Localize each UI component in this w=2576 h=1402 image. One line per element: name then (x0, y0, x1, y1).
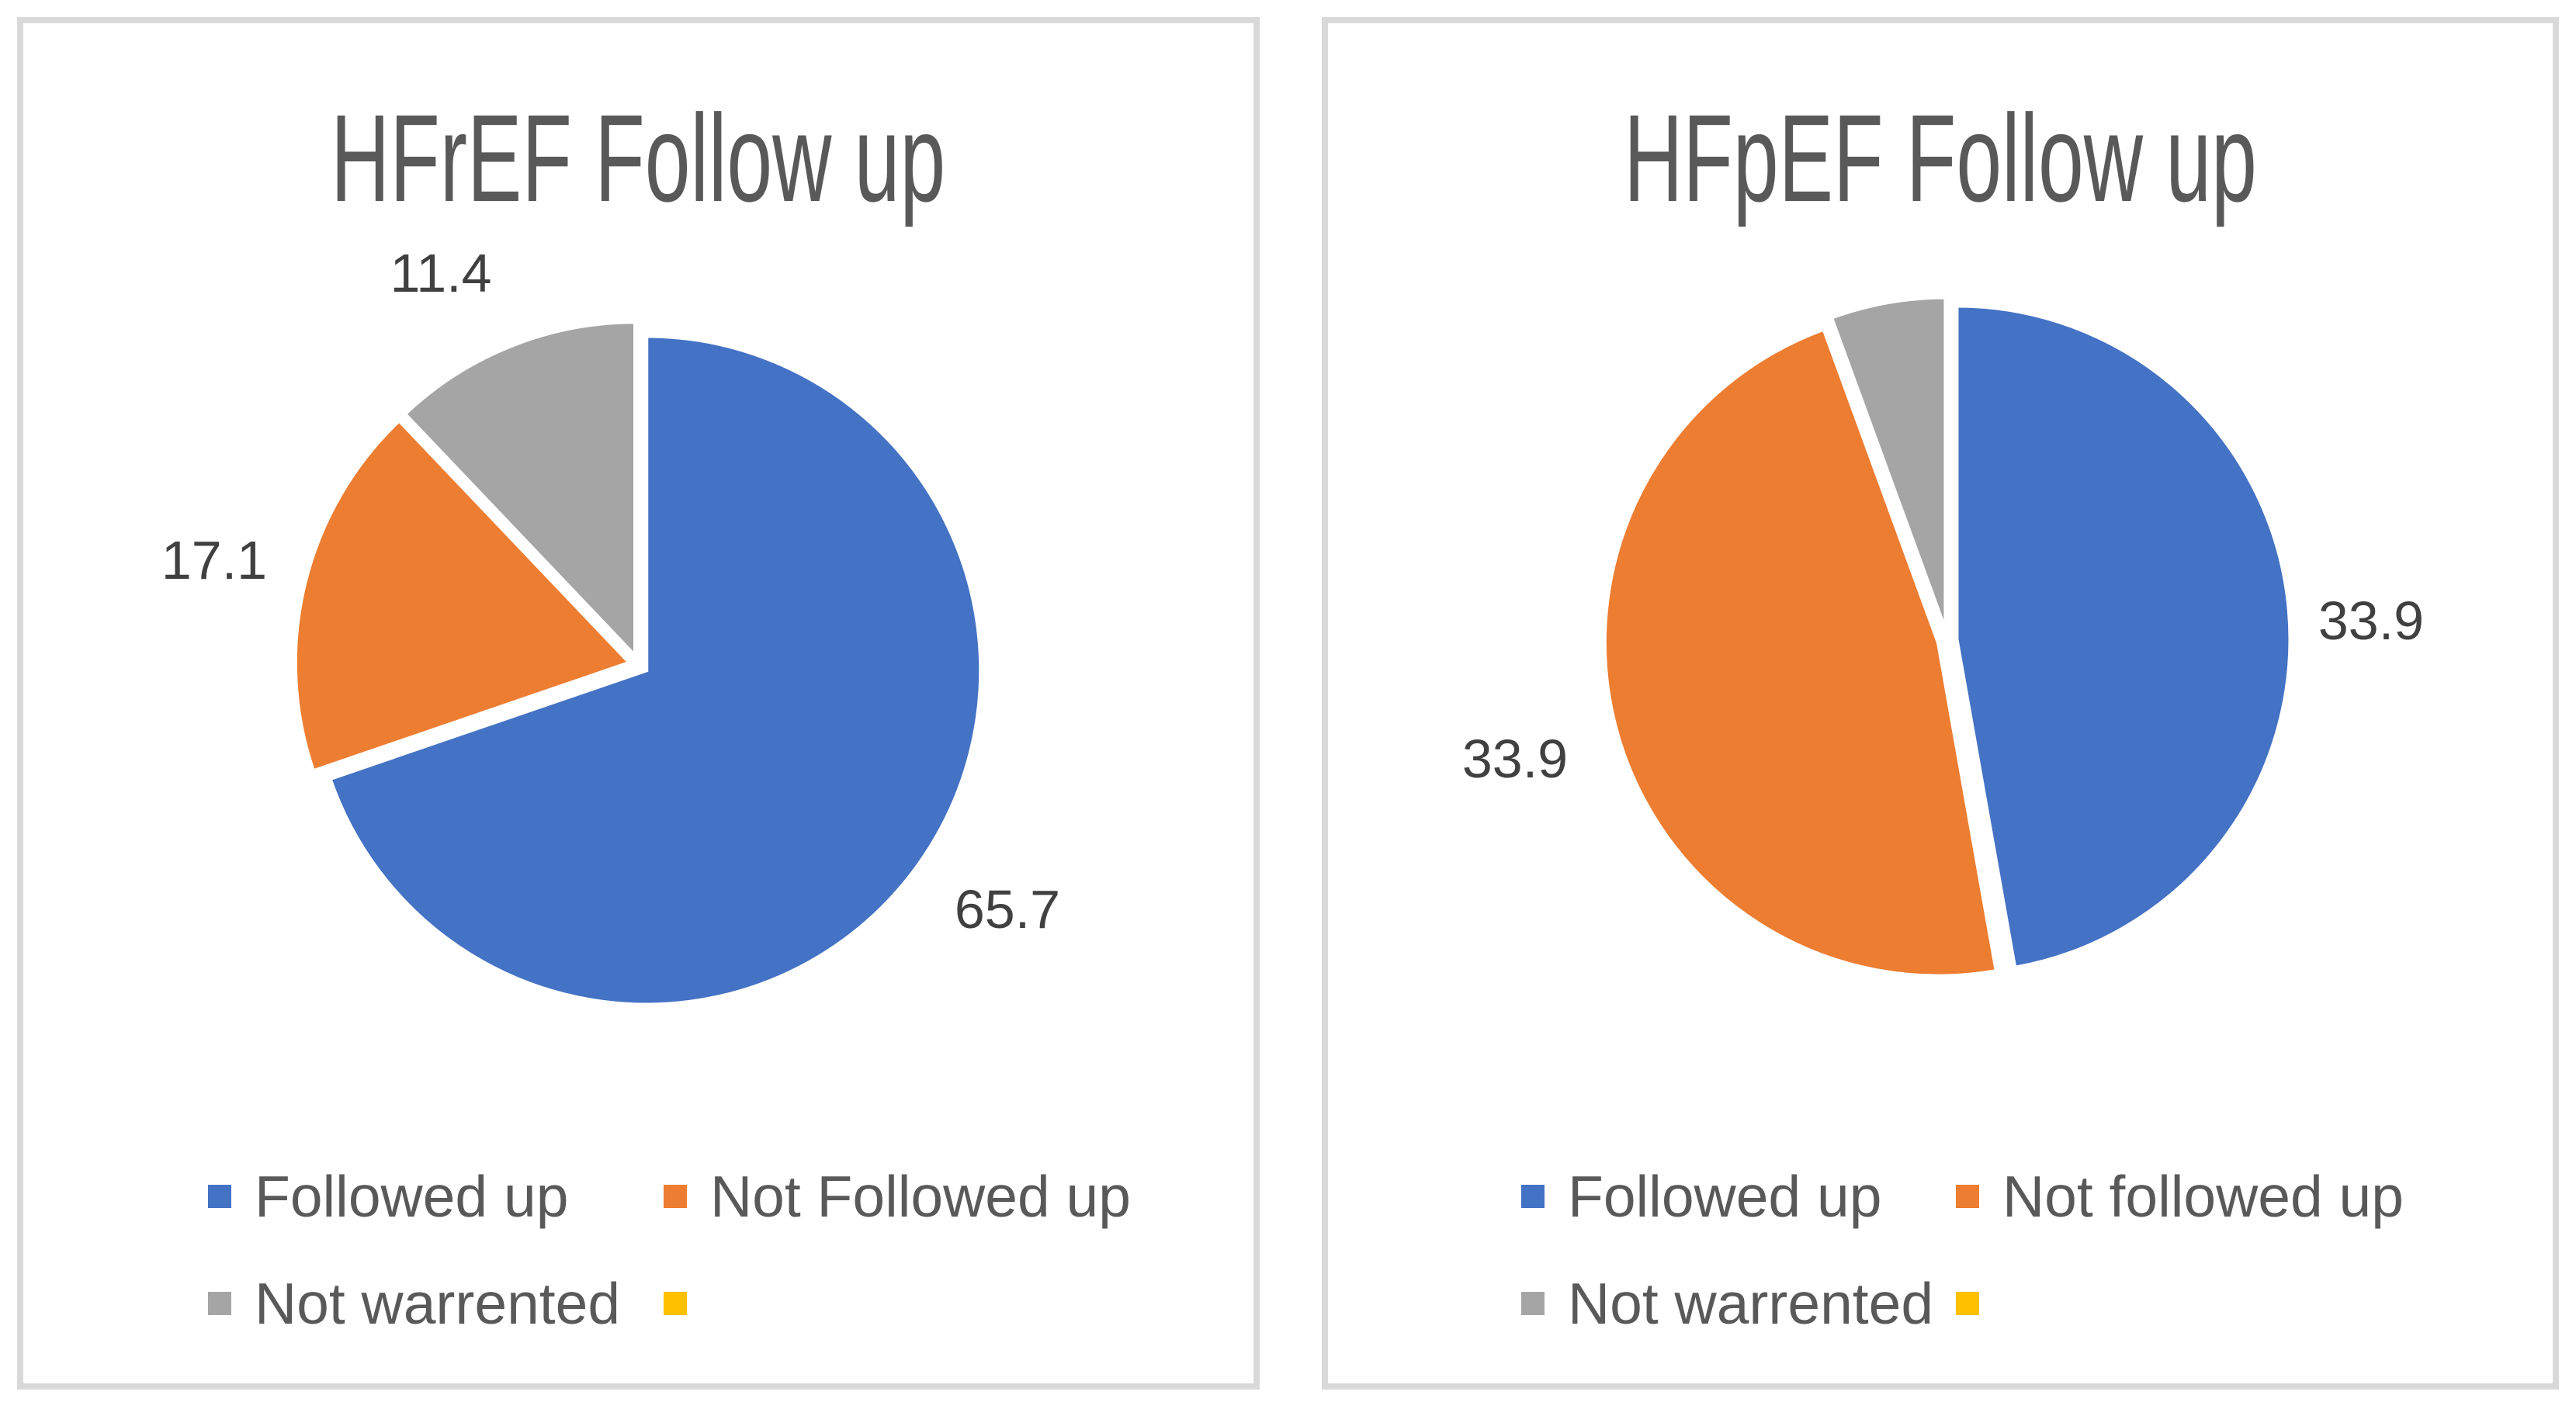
hfpef-label-followed-up: 33.9 (2318, 590, 2425, 651)
pie-slice-not-followed-up (1602, 326, 1999, 978)
hfref-legend-item-not-followed-up: Not Followed up (664, 1167, 1131, 1226)
legend-label: Followed up (1568, 1163, 1882, 1229)
hfpef-pie (1602, 295, 2293, 978)
pie-slice-not-followed-up (293, 417, 633, 774)
pie-slice-not-warrented (1829, 295, 1948, 632)
hfref-label-followed-up: 65.7 (954, 879, 1061, 940)
not-followed-up-swatch-icon (664, 1185, 687, 1208)
not-warrented-swatch-icon (208, 1292, 231, 1315)
followed-up-swatch-icon (1521, 1185, 1545, 1208)
hfref-legend-item-followed-up: Followed up (208, 1167, 568, 1226)
legend-label: Not warrented (1568, 1270, 1934, 1336)
legend-label: Followed up (255, 1163, 569, 1229)
empty-yellow-swatch-icon (664, 1292, 687, 1315)
hfref-label-not-warrented: 11.4 (390, 243, 492, 303)
not-warrented-swatch-icon (1521, 1292, 1545, 1315)
hfref-label-not-followed-up: 17.1 (161, 530, 268, 590)
followed-up-swatch-icon (208, 1185, 231, 1208)
hfpef-chart-title: HFpEF Follow up (1322, 90, 2559, 227)
legend-label: Not warrented (255, 1270, 621, 1336)
pie-slice-followed-up (327, 334, 983, 1007)
hfpef-legend-item-not-followed-up: Not followed up (1956, 1167, 2404, 1226)
empty-yellow-swatch-icon (1956, 1292, 1979, 1315)
hfpef-legend-item-not-warrented: Not warrented (1521, 1274, 1933, 1333)
pie-slice-followed-up (1954, 303, 2293, 971)
hfpef-title-text: HFpEF Follow up (1624, 88, 2257, 227)
hfpef-legend-item-empty (1956, 1274, 2002, 1333)
legend-label: Not Followed up (710, 1163, 1131, 1229)
hfpef-label-not-followed-up: 33.9 (1461, 729, 1569, 789)
not-followed-up-swatch-icon (1956, 1185, 1979, 1208)
hfref-legend-item-empty (664, 1274, 710, 1333)
hfref-chart-title: HFrEF Follow up (17, 90, 1260, 227)
hfpef-legend-item-followed-up: Followed up (1521, 1167, 1881, 1226)
pie-slice-not-warrented (401, 320, 638, 662)
hfref-legend-item-not-warrented: Not warrented (208, 1274, 620, 1333)
hfref-pie (293, 320, 983, 1007)
legend-label: Not followed up (2002, 1163, 2404, 1229)
hfref-title-text: HFrEF Follow up (331, 88, 946, 227)
